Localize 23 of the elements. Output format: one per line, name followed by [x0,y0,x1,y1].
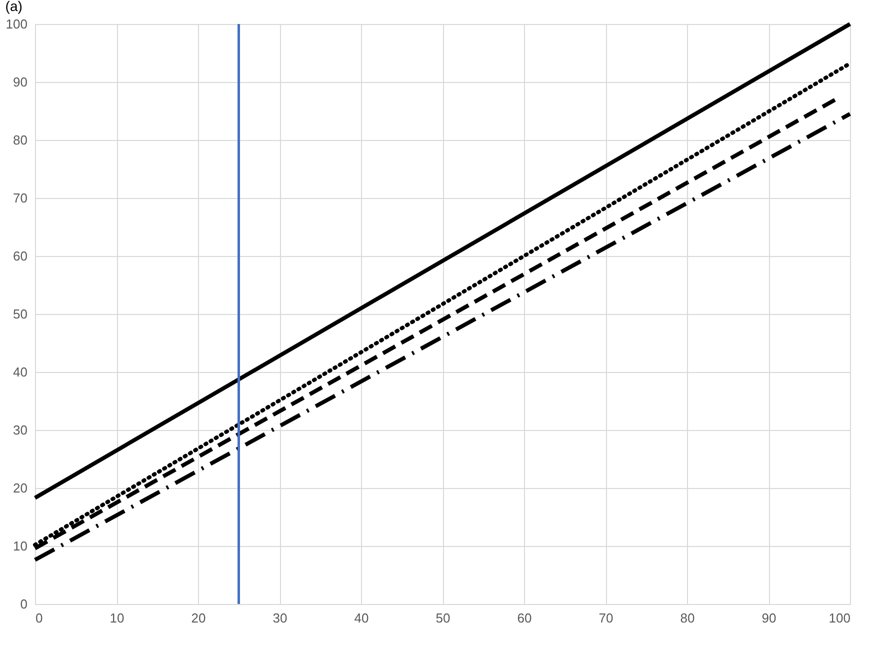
x-tick-label: 80 [680,610,695,626]
y-tick-label: 50 [13,306,28,322]
x-tick-label: 60 [517,610,532,626]
y-tick-label: 0 [20,596,28,612]
x-tick-label: 20 [191,610,206,626]
y-tick-label: 100 [6,16,28,32]
y-tick-label: 80 [13,132,28,148]
x-tick-label: 10 [110,610,124,626]
y-tick-label: 60 [13,248,28,264]
y-tick-label: 70 [13,190,28,206]
y-tick-label: 10 [13,538,28,554]
y-tick-label: 30 [13,422,28,438]
x-tick-label: 100 [828,610,850,626]
x-tick-label: 70 [598,610,614,626]
y-tick-label: 20 [13,480,28,496]
y-tick-label: 90 [13,74,28,90]
x-tick-label: 90 [762,610,776,626]
x-tick-label: 30 [272,610,288,626]
chart-title: (a) [5,0,22,14]
x-tick-label: 40 [354,610,369,626]
x-tick-label: 0 [36,610,43,626]
y-tick-label: 40 [13,364,28,380]
x-tick-label: 50 [436,610,450,626]
